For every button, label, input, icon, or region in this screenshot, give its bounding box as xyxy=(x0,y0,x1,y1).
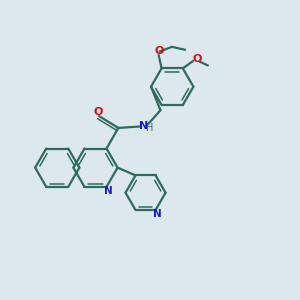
Text: N: N xyxy=(103,186,112,196)
Text: O: O xyxy=(155,46,164,56)
Text: N: N xyxy=(139,121,148,130)
Text: O: O xyxy=(193,54,202,64)
Text: O: O xyxy=(93,107,102,117)
Text: N: N xyxy=(153,209,161,219)
Text: H: H xyxy=(146,123,153,133)
